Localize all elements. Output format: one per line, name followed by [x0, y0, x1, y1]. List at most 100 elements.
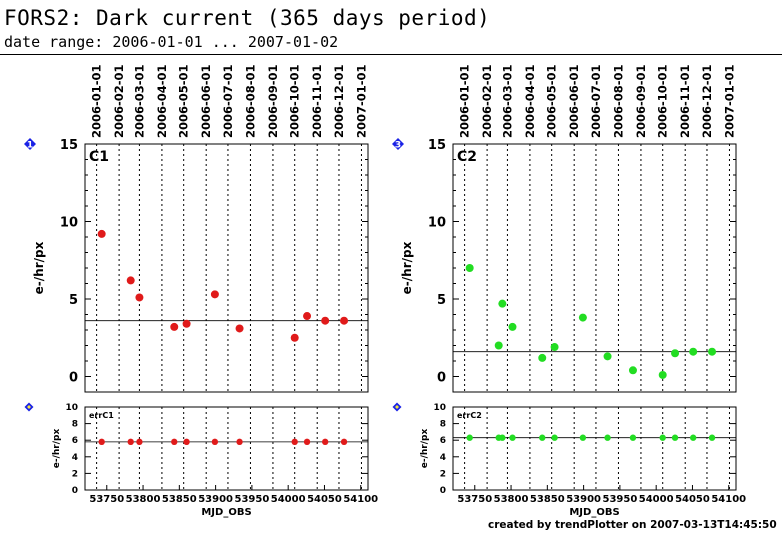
data-point — [498, 299, 507, 308]
x-tick-label: 54000 — [639, 494, 674, 505]
data-point — [135, 293, 144, 302]
data-point — [550, 343, 559, 352]
date-tick-label: 2007-01-01 — [354, 64, 368, 138]
data-point — [494, 341, 503, 350]
x-tick-label: 54050 — [675, 494, 710, 505]
y-tick-label: 5 — [69, 293, 78, 308]
date-tick-label: 2006-10-01 — [288, 64, 302, 138]
y-axis-label: e-/hr/px — [32, 241, 46, 294]
y-tick-label: 10 — [65, 403, 78, 413]
data-point — [183, 438, 190, 446]
data-point — [579, 434, 587, 441]
data-point — [708, 434, 716, 441]
x-tick-label: 53850 — [162, 494, 197, 505]
y-axis-label: e-/hr/px — [400, 241, 414, 294]
data-point — [603, 352, 612, 361]
data-point — [604, 434, 611, 441]
data-point — [671, 349, 680, 358]
date-tick-label: 2006-03-01 — [500, 64, 514, 138]
data-point — [97, 229, 106, 238]
x-tick-label: 53900 — [566, 494, 601, 505]
x-axis-label: MJD_OBS — [569, 507, 619, 518]
x-tick-label: 54100 — [343, 494, 378, 505]
data-point — [539, 434, 546, 441]
date-tick-label: 2006-06-01 — [199, 64, 213, 138]
data-point — [210, 290, 219, 299]
data-point — [211, 438, 219, 446]
data-point — [628, 366, 637, 375]
panel-badge-icon — [24, 138, 36, 150]
data-point — [551, 434, 558, 441]
y-tick-label: 5 — [437, 293, 446, 308]
y-tick-label: 8 — [72, 420, 78, 430]
date-tick-label: 2006-11-01 — [678, 64, 692, 138]
x-tick-label: 53800 — [494, 494, 529, 505]
y-tick-label: 4 — [72, 453, 78, 463]
date-tick-label: 2006-12-01 — [332, 64, 346, 138]
data-point — [321, 438, 329, 446]
y-tick-label: 0 — [440, 486, 446, 496]
data-point — [127, 438, 134, 446]
date-tick-label: 2006-08-01 — [243, 64, 257, 138]
x-tick-label: 54100 — [711, 494, 746, 505]
page-title: FORS2: Dark current (365 days period) — [4, 6, 491, 30]
date-range-subtitle: date range: 2006-01-01 ... 2007-01-02 — [4, 33, 339, 51]
y-tick-label: 0 — [437, 371, 446, 386]
data-point — [578, 313, 587, 322]
panel-label: C1 — [89, 149, 109, 165]
data-point — [126, 276, 135, 285]
x-tick-label: 53950 — [234, 494, 269, 505]
date-tick-label: 2006-05-01 — [545, 64, 559, 138]
x-tick-label: 53750 — [457, 494, 492, 505]
x-tick-label: 53800 — [126, 494, 161, 505]
date-tick-label: 2006-04-01 — [155, 64, 169, 138]
data-point — [182, 319, 191, 328]
data-point — [98, 438, 105, 446]
panel-badge-inner — [395, 405, 399, 409]
data-point — [689, 434, 697, 441]
y-tick-label: 4 — [440, 453, 446, 463]
panel-badge-inner — [27, 405, 31, 409]
date-tick-label: 2006-01-01 — [458, 64, 472, 138]
panel-label: C2 — [457, 149, 477, 165]
panel-label: errC2 — [457, 411, 482, 420]
x-tick-label: 53750 — [89, 494, 124, 505]
data-point — [236, 438, 243, 446]
data-point — [136, 438, 143, 446]
date-tick-label: 2006-03-01 — [132, 64, 146, 138]
x-tick-label: 53850 — [530, 494, 565, 505]
data-point — [465, 264, 474, 272]
date-tick-label: 2006-02-01 — [480, 64, 494, 138]
y-tick-label: 6 — [72, 436, 78, 446]
y-axis-label: e-/hr/px — [420, 429, 430, 469]
date-tick-label: 2006-11-01 — [310, 64, 324, 138]
data-point — [290, 333, 299, 342]
data-point — [658, 370, 667, 379]
data-point — [171, 438, 178, 446]
y-tick-label: 6 — [440, 436, 446, 446]
data-point — [340, 316, 349, 325]
date-tick-label: 2006-07-01 — [221, 64, 235, 138]
panel-badge-number: 1 — [27, 141, 33, 151]
data-point — [235, 324, 244, 333]
date-tick-label: 2006-08-01 — [611, 64, 625, 138]
y-tick-label: 2 — [72, 469, 78, 479]
data-point — [689, 347, 698, 356]
date-tick-label: 2006-01-01 — [90, 64, 104, 138]
data-point — [170, 322, 179, 331]
data-point — [508, 322, 517, 331]
data-point — [303, 312, 312, 321]
y-tick-label: 15 — [60, 138, 78, 153]
y-tick-label: 2 — [440, 469, 446, 479]
plot-frame — [452, 406, 737, 491]
date-tick-label: 2006-05-01 — [177, 64, 191, 138]
data-point — [303, 438, 311, 446]
y-tick-label: 15 — [428, 138, 446, 153]
x-tick-label: 53900 — [198, 494, 233, 505]
footer-credit: created by trendPlotter on 2007-03-13T14… — [488, 519, 777, 531]
x-tick-label: 53950 — [602, 494, 637, 505]
plot-frame — [84, 143, 369, 393]
data-point — [538, 353, 547, 362]
y-axis-label: e-/hr/px — [52, 429, 62, 469]
data-point — [659, 434, 666, 441]
